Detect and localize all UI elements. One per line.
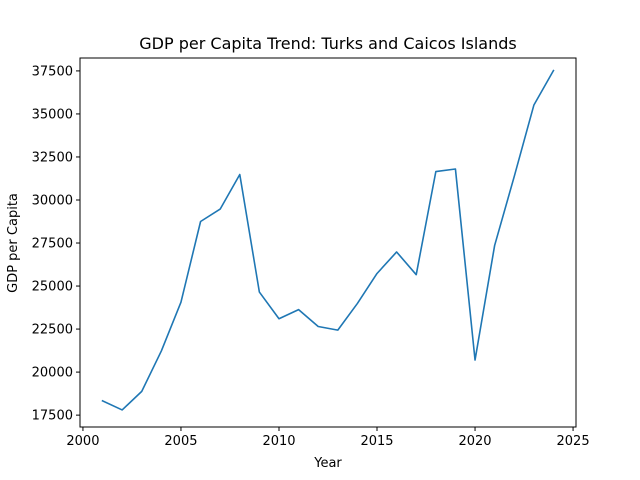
- y-tick-label: 37500: [32, 64, 73, 79]
- x-tick-label: 2005: [164, 434, 197, 449]
- y-tick-label: 17500: [32, 409, 73, 424]
- x-tick-label: 2000: [66, 434, 99, 449]
- chart-title: GDP per Capita Trend: Turks and Caicos I…: [139, 34, 516, 53]
- y-axis-label: GDP per Capita: [6, 193, 21, 293]
- y-tick-label: 22500: [32, 323, 73, 338]
- y-tick-label: 20000: [32, 366, 73, 381]
- plot-area-frame: [79, 57, 577, 428]
- y-tick-label: 25000: [32, 280, 73, 295]
- x-axis-label: Year: [313, 456, 342, 471]
- y-tick-label: 27500: [32, 237, 73, 252]
- x-axis-ticks: 2000 2005 2010 2015 2020 2025: [66, 427, 590, 449]
- y-tick-label: 35000: [32, 107, 73, 122]
- y-axis-ticks: 17500 20000 22500 25000 27500 30000 32500 35000…: [32, 64, 80, 424]
- x-tick-label: 2025: [557, 434, 590, 449]
- series-layer: [101, 69, 555, 411]
- x-tick-label: 2010: [262, 434, 295, 449]
- series-line: [101, 69, 555, 411]
- x-tick-label: 2015: [360, 434, 393, 449]
- y-tick-label: 30000: [32, 193, 73, 208]
- y-tick-label: 32500: [32, 150, 73, 165]
- x-tick-label: 2020: [458, 434, 491, 449]
